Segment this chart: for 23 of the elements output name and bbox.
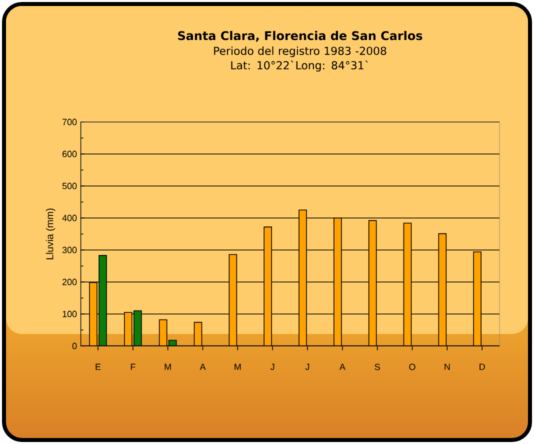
x-tick-label: S	[374, 364, 380, 370]
y-tick-label: 600	[62, 150, 77, 158]
y-tick-label: 100	[62, 310, 77, 318]
y-tick-label: 500	[62, 182, 77, 190]
y-tick-label: 0	[72, 342, 77, 350]
x-tick-label: F	[130, 364, 136, 370]
x-tick-label: E	[96, 364, 101, 370]
x-tick-label: A	[200, 364, 206, 370]
chart-subtitle: Periodo del registro 1983 -2008 Lat: 10°22`Long: 84°31`	[214, 46, 386, 72]
y-tick-label: 700	[62, 118, 77, 126]
x-tick-label: J	[305, 364, 310, 370]
y-tick-label: 200	[62, 278, 77, 286]
x-tick-label: D	[480, 364, 485, 370]
chart-title: Santa Clara, Florencia de San Carlos	[178, 30, 422, 42]
x-tick-label: A	[339, 364, 346, 370]
y-tick-label: 400	[62, 214, 77, 222]
x-tick-label: M	[234, 364, 241, 370]
x-tick-label: M	[164, 364, 171, 370]
x-tick-label: N	[444, 364, 450, 370]
x-tick-label: O	[409, 364, 416, 370]
y-tick-label: 300	[62, 246, 77, 254]
x-tick-label: J	[270, 364, 274, 370]
y-axis-title: Lluvia (mm)	[46, 208, 56, 260]
